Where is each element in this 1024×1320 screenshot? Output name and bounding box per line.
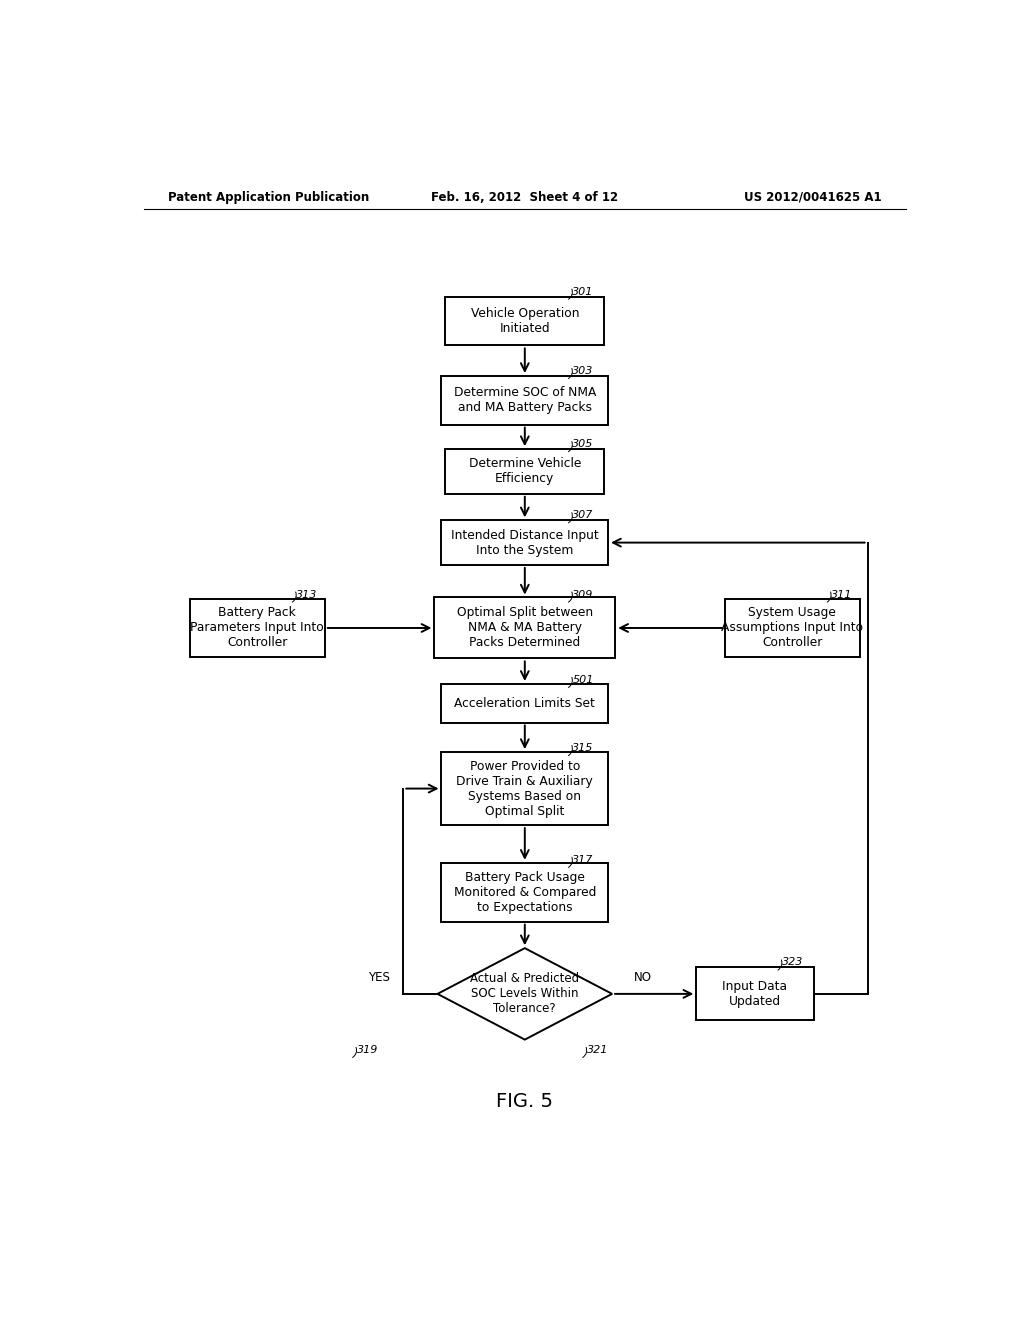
Text: FIG. 5: FIG. 5 [497,1092,553,1111]
Text: NO: NO [634,970,652,983]
Text: Actual & Predicted
SOC Levels Within
Tolerance?: Actual & Predicted SOC Levels Within Tol… [470,973,580,1015]
FancyBboxPatch shape [441,376,608,425]
Text: YES: YES [368,970,390,983]
Text: Determine Vehicle
Efficiency: Determine Vehicle Efficiency [469,458,581,486]
Text: 501: 501 [572,675,594,685]
Text: 311: 311 [831,590,853,599]
FancyBboxPatch shape [696,968,814,1020]
Text: Patent Application Publication: Patent Application Publication [168,190,369,203]
Text: Battery Pack
Parameters Input Into
Controller: Battery Pack Parameters Input Into Contr… [190,606,325,649]
Text: 301: 301 [572,286,594,297]
Text: 319: 319 [356,1045,378,1055]
Text: 307: 307 [572,511,594,520]
FancyBboxPatch shape [445,449,604,494]
Text: 323: 323 [782,957,803,968]
Text: Battery Pack Usage
Monitored & Compared
to Expectations: Battery Pack Usage Monitored & Compared … [454,871,596,913]
Text: US 2012/0041625 A1: US 2012/0041625 A1 [744,190,882,203]
Text: Acceleration Limits Set: Acceleration Limits Set [455,697,595,710]
FancyBboxPatch shape [445,297,604,346]
FancyBboxPatch shape [725,598,860,657]
Text: Feb. 16, 2012  Sheet 4 of 12: Feb. 16, 2012 Sheet 4 of 12 [431,190,618,203]
Text: Determine SOC of NMA
and MA Battery Packs: Determine SOC of NMA and MA Battery Pack… [454,387,596,414]
FancyBboxPatch shape [434,598,615,659]
Text: System Usage
Assumptions Input Into
Controller: System Usage Assumptions Input Into Cont… [721,606,863,649]
Text: 313: 313 [296,590,317,599]
Text: Intended Distance Input
Into the System: Intended Distance Input Into the System [451,528,599,557]
Text: 315: 315 [572,743,594,752]
FancyBboxPatch shape [441,863,608,921]
FancyBboxPatch shape [189,598,325,657]
Text: 303: 303 [572,366,594,376]
Text: Vehicle Operation
Initiated: Vehicle Operation Initiated [471,308,579,335]
Text: 309: 309 [572,590,594,599]
Text: Input Data
Updated: Input Data Updated [723,979,787,1008]
Text: Power Provided to
Drive Train & Auxiliary
Systems Based on
Optimal Split: Power Provided to Drive Train & Auxiliar… [457,759,593,817]
Text: Optimal Split between
NMA & MA Battery
Packs Determined: Optimal Split between NMA & MA Battery P… [457,606,593,649]
Text: 317: 317 [572,855,594,865]
Polygon shape [437,948,612,1040]
Text: 305: 305 [572,440,594,449]
FancyBboxPatch shape [441,520,608,565]
FancyBboxPatch shape [441,752,608,825]
Text: 321: 321 [587,1045,608,1055]
FancyBboxPatch shape [441,684,608,722]
